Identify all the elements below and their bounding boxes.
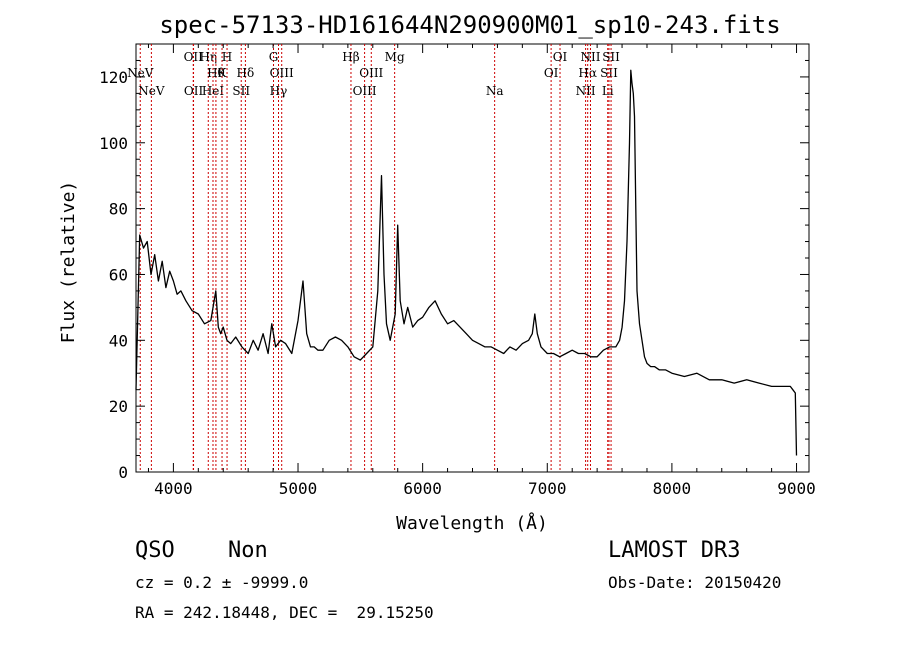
obs-date-line: Obs-Date: 20150420 <box>608 573 782 592</box>
y-tick-label: 0 <box>118 463 128 482</box>
x-tick-label: 5000 <box>279 479 318 498</box>
y-tick-label: 60 <box>109 265 128 284</box>
emission-line-label: OI <box>553 50 568 64</box>
y-axis-label: Flux (relative) <box>58 181 79 344</box>
x-tick-label: 4000 <box>154 479 193 498</box>
emission-line-label: Hβ <box>342 50 359 64</box>
emission-line-label: OIII <box>270 66 294 80</box>
emission-line-label: Hα <box>578 66 597 80</box>
emission-line-label: NeV <box>127 66 154 80</box>
emission-line-label: Hγ <box>270 84 288 98</box>
plot-frame <box>135 43 810 473</box>
x-axis-label: Wavelength (Å) <box>396 512 548 534</box>
emission-line-label: SII <box>602 50 620 64</box>
emission-line-label: NII <box>576 84 596 98</box>
emission-line-label: HeI <box>202 84 225 98</box>
emission-line-label: NeV <box>138 84 165 98</box>
emission-line-label: SII <box>600 66 618 80</box>
y-tick-label: 100 <box>99 134 128 153</box>
radec-line: RA = 242.18448, DEC = 29.15250 <box>135 603 434 622</box>
y-tick-label: 20 <box>109 397 128 416</box>
emission-line-label: OII <box>184 84 204 98</box>
emission-line-label: Li <box>602 84 614 98</box>
y-tick-label: 40 <box>109 331 128 350</box>
emission-line-label: OIII <box>359 66 383 80</box>
emission-line-label: K <box>218 66 228 80</box>
emission-line-label: Mg <box>385 50 405 64</box>
emission-line-label: Hθ <box>207 66 225 80</box>
spectrum-series <box>135 69 798 456</box>
y-tick-label: 120 <box>99 68 128 87</box>
line-markers: NeVNeVOIIOIIHeIHηHθKHHδSIIGHγOIIIHβOIIIO… <box>127 44 620 472</box>
emission-line-label: Hδ <box>237 66 255 80</box>
emission-line-label: NII <box>580 50 600 64</box>
axis-ticks: 4000 5000 6000 7000 8000 9000 0 20 40 60 80 100 120 <box>99 44 816 498</box>
survey-label: LAMOST DR3 <box>608 538 741 563</box>
object-subclass: Non <box>228 538 268 563</box>
emission-line-label: H <box>222 50 232 64</box>
emission-line-label: SII <box>232 84 250 98</box>
chart-title: spec-57133-HD161644N290900M01_sp10-243.f… <box>159 11 780 39</box>
x-tick-label: 7000 <box>528 479 567 498</box>
emission-line-label: OI <box>544 66 559 80</box>
emission-line-label: Na <box>486 84 504 98</box>
x-tick-label: 8000 <box>653 479 692 498</box>
cz-line: cz = 0.2 ± -9999.0 <box>135 573 309 592</box>
emission-line-label: OIII <box>353 84 377 98</box>
emission-line-label: G <box>269 50 279 64</box>
emission-line-label: Hη <box>199 50 217 64</box>
x-tick-label: 6000 <box>403 479 442 498</box>
x-tick-label: 9000 <box>777 479 816 498</box>
y-tick-label: 80 <box>109 200 128 219</box>
object-class: QSO <box>135 538 175 563</box>
spectrum-line <box>135 69 798 456</box>
